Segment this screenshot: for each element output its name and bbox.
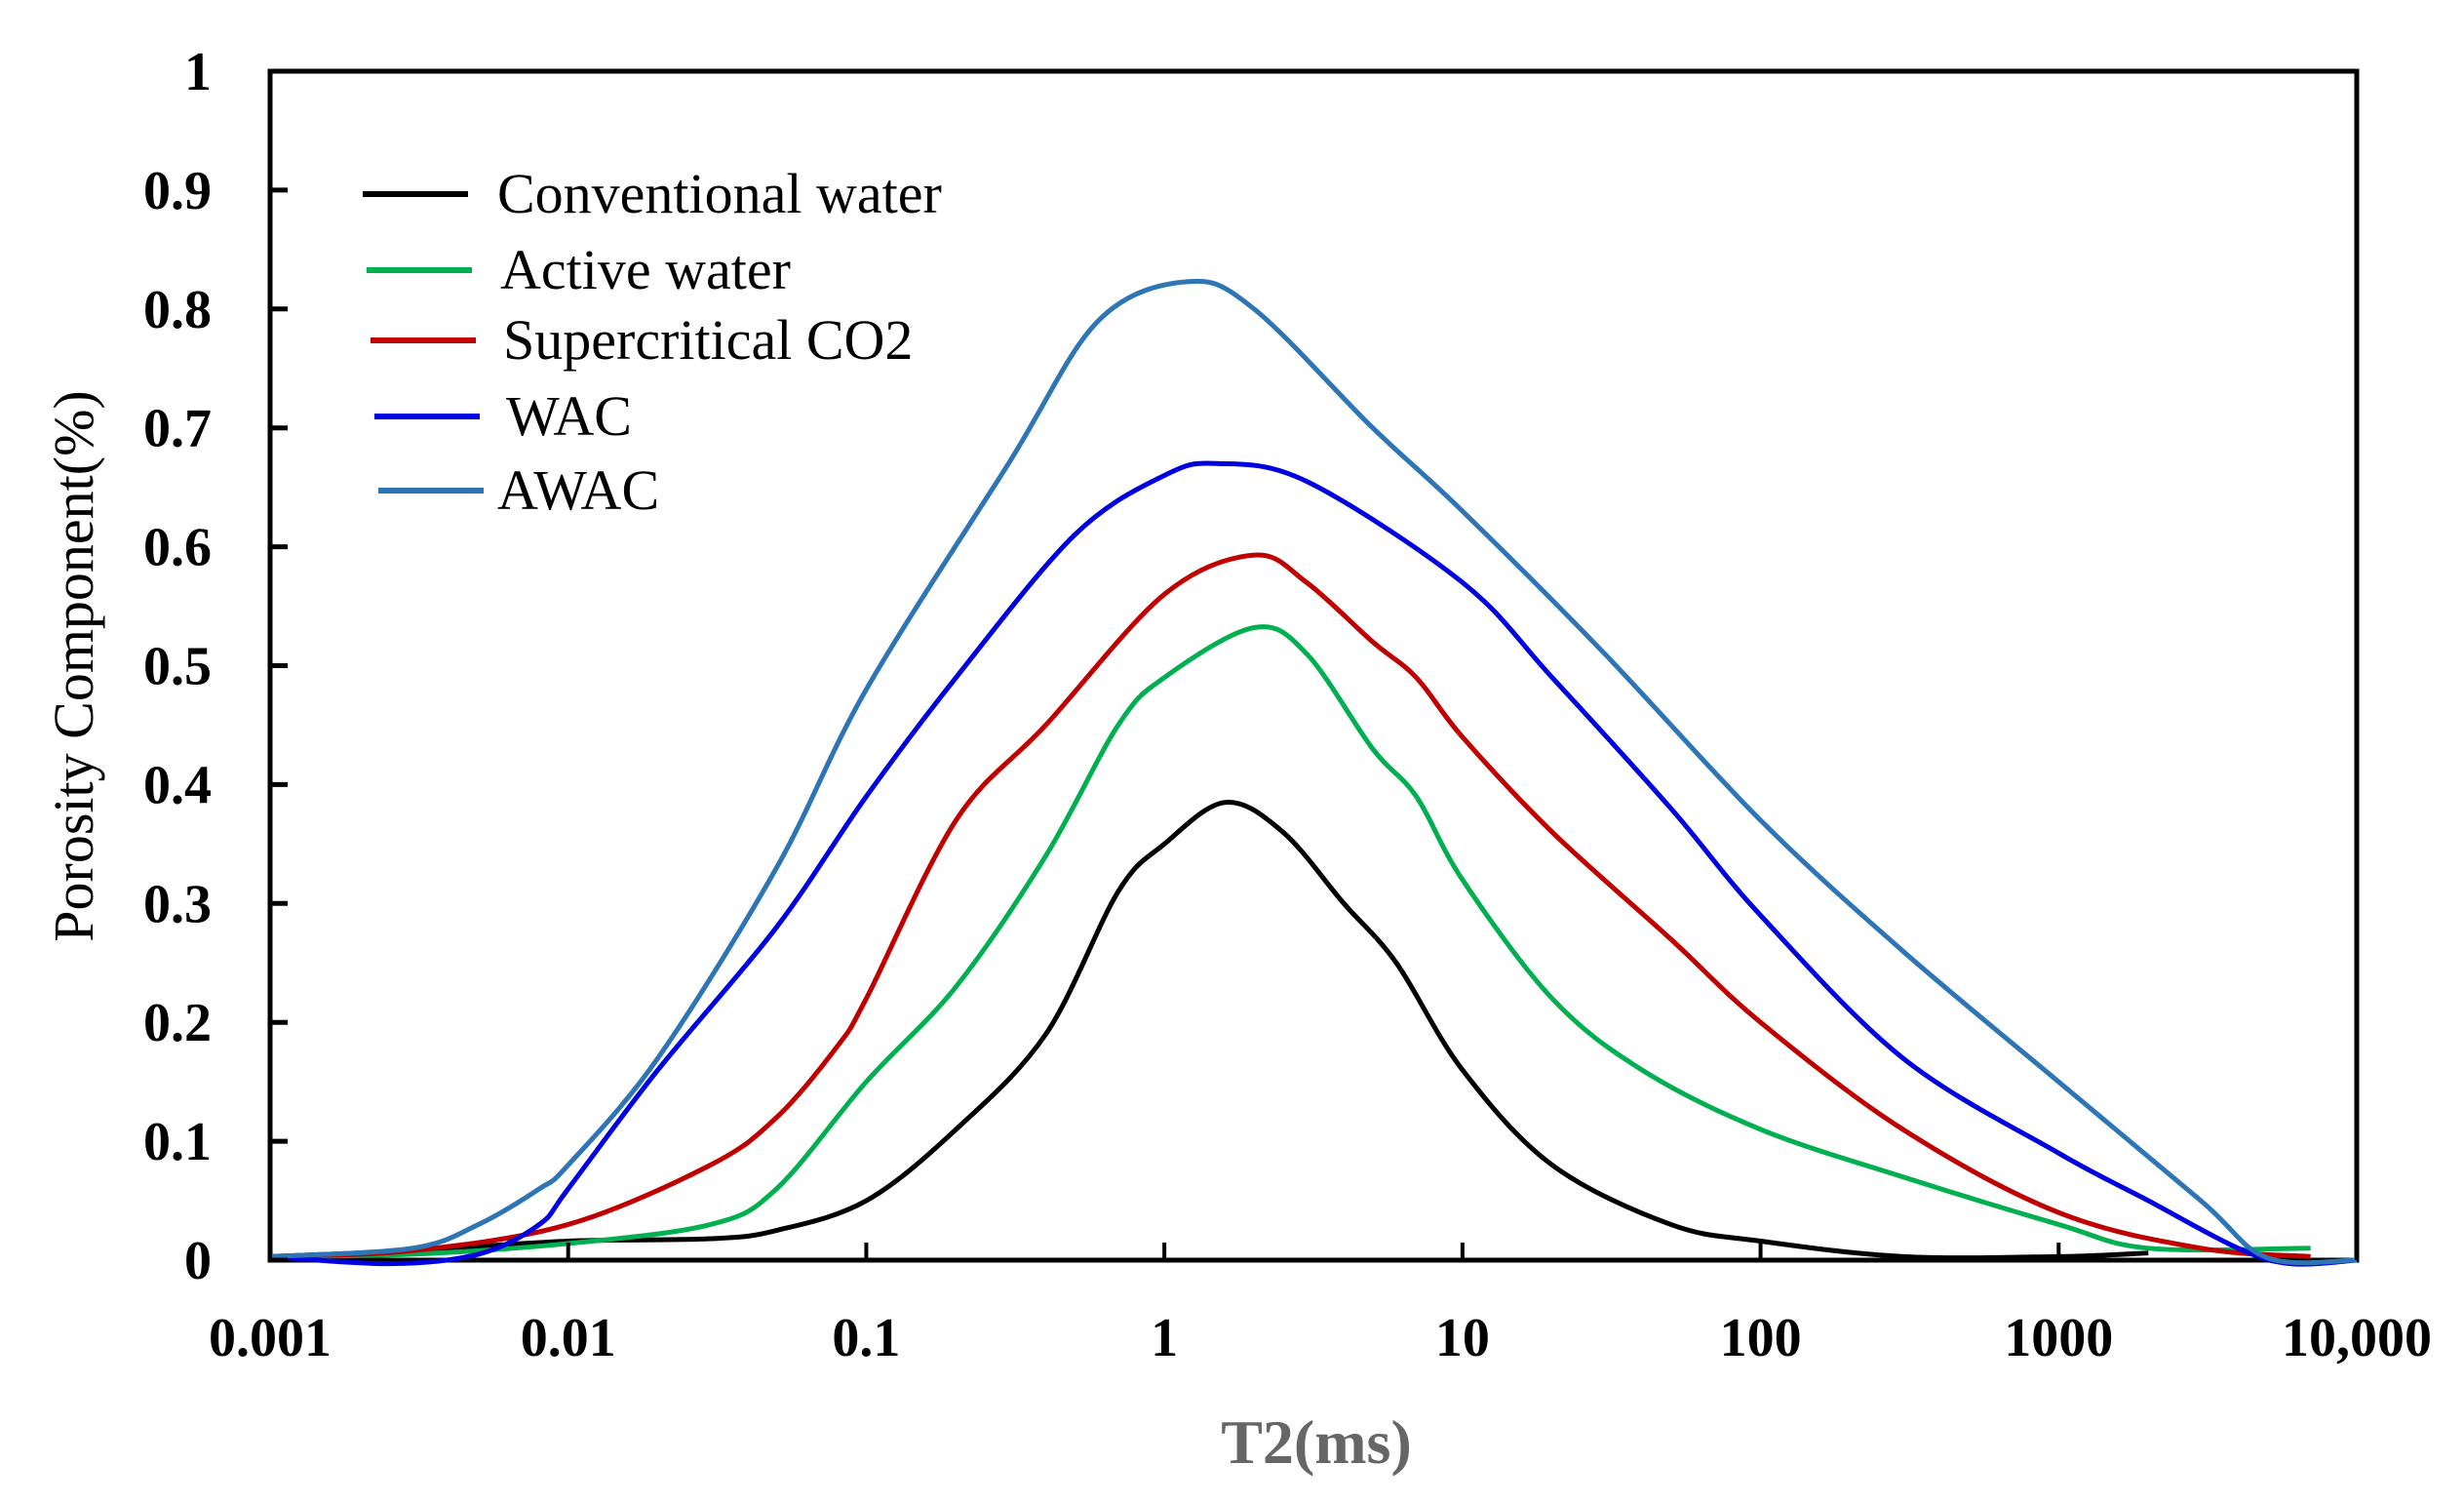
series-lines: [269, 278, 2358, 1267]
series-line-active-water: [269, 624, 2311, 1259]
y-tick-label: 0.7: [143, 399, 212, 459]
legend-label: WAC: [506, 384, 632, 448]
y-tick-label: 0.1: [143, 1112, 212, 1172]
series-line-supercritical-co2: [269, 552, 2311, 1259]
y-tick-label: 0.9: [143, 161, 212, 221]
y-tick-label: 0.3: [143, 874, 212, 934]
y-tick-label: 0.5: [143, 637, 212, 697]
x-tick-label: 10: [1435, 1308, 1490, 1368]
y-axis-label: Porosity Component(%): [42, 390, 105, 941]
y-tick-label: 0: [184, 1231, 212, 1291]
legend-label: Active water: [500, 238, 791, 301]
x-tick-label: 0.1: [832, 1308, 900, 1368]
x-tick-label: 10,000: [2282, 1308, 2432, 1368]
x-axis-label: T2(ms): [1221, 1407, 1412, 1477]
x-tick-label: 0.001: [209, 1308, 332, 1368]
x-tick-label: 0.01: [521, 1308, 616, 1368]
x-tick-label: 100: [1720, 1308, 1802, 1368]
x-tick-label: 1000: [2004, 1308, 2113, 1368]
legend-label: Supercritical CO2: [503, 308, 913, 372]
x-tick-label: 1: [1151, 1308, 1178, 1368]
series-line-wac: [269, 460, 2358, 1267]
y-tick-label: 0.6: [143, 518, 212, 578]
legend-label: Conventional water: [497, 162, 942, 225]
legend: Conventional water Active water Supercriti…: [363, 162, 942, 522]
series-line-conventional-water: [269, 800, 2149, 1261]
y-axis-ticks: 0 0.1 0.2 0.3 0.4 0.5 0.6 0.7 0.8 0.9 1: [143, 42, 288, 1291]
y-tick-label: 0.8: [143, 280, 212, 340]
series-line-awac: [269, 278, 2358, 1266]
x-axis-ticks: 0.001 0.01 0.1 1 10 100 1000 10,000: [209, 1243, 2432, 1368]
y-tick-label: 1: [184, 42, 212, 102]
y-tick-label: 0.4: [143, 755, 212, 815]
legend-label: AWAC: [497, 458, 659, 522]
y-tick-label: 0.2: [143, 993, 212, 1053]
